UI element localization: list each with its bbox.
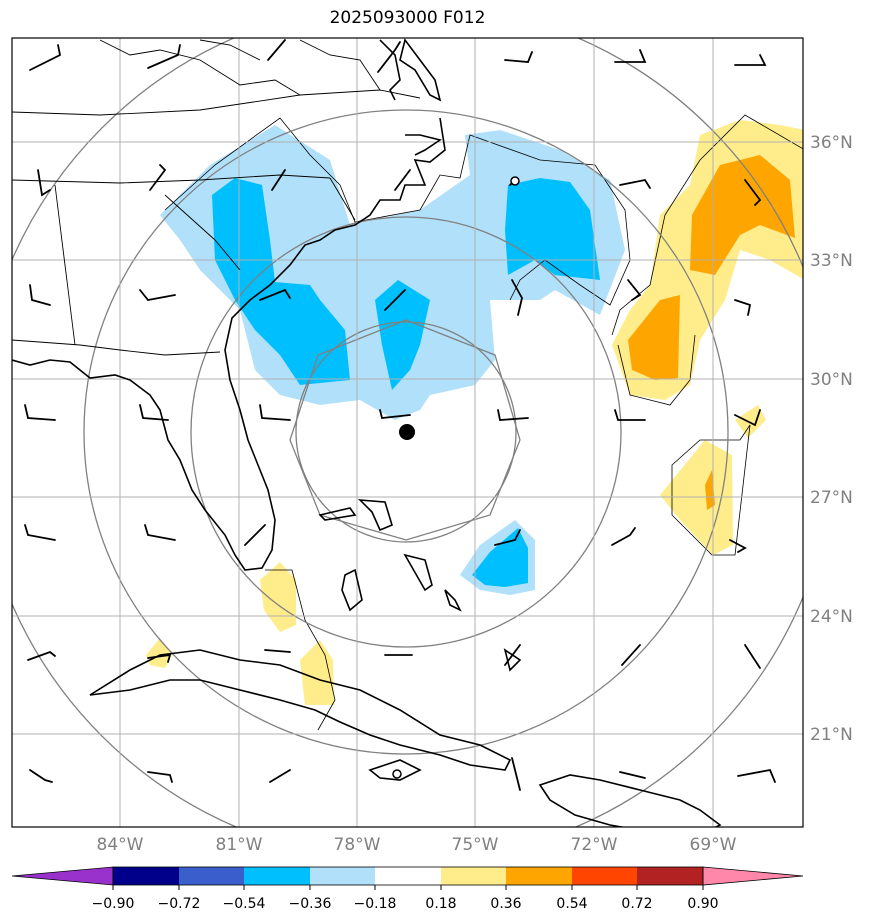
cuba — [89, 649, 512, 771]
pamlico — [405, 134, 442, 156]
map-title: 2025093000 F012 — [329, 8, 486, 28]
colorbar-extend-high — [702, 866, 804, 886]
colorbar-segment — [179, 867, 244, 885]
lat-label-36n: 36°N — [810, 133, 853, 153]
range-rings — [12, 38, 803, 827]
colorbar-tick-label: −0.18 — [354, 896, 397, 912]
lon-label-84w: 84°W — [97, 835, 144, 855]
lon-label-75w: 75°W — [452, 835, 499, 855]
lon-label-78w: 78°W — [334, 835, 381, 855]
mid-blue-region-west — [212, 178, 350, 385]
colorbar-segment — [441, 867, 506, 885]
latitude-labels: 36°N 33°N 30°N 27°N 24°N 21°N — [810, 133, 853, 745]
bahamas-grand — [318, 507, 357, 521]
station-marker — [510, 176, 520, 186]
coastlines — [12, 38, 722, 827]
plot-frame — [11, 37, 804, 828]
colorbar-tick-label: −0.72 — [158, 896, 201, 912]
colorbar-tick-label: 0.72 — [621, 896, 652, 912]
colorbar-segment — [637, 867, 703, 885]
jamaica — [368, 759, 422, 781]
colorbar: −0.90 −0.72 −0.54 −0.36 −0.18 0.18 0.36 … — [11, 866, 804, 912]
bahamas-eleuthera — [403, 553, 433, 592]
colorbar-segment — [506, 867, 572, 885]
lon-label-72w: 72°W — [571, 835, 618, 855]
lon-label-69w: 69°W — [690, 835, 737, 855]
range-ring-polygons — [289, 319, 521, 541]
bahamas-andros — [341, 568, 363, 612]
colorbar-tick-label: −0.54 — [223, 896, 266, 912]
station-marker — [392, 769, 402, 779]
colorbar-tick-label: 0.36 — [490, 896, 521, 912]
yellow-region-west-cuba — [146, 638, 172, 668]
colorbar-tick-label: −0.90 — [92, 896, 135, 912]
colorbar-ticks — [112, 885, 704, 890]
lat-label-24n: 24°N — [810, 607, 853, 627]
chesapeake — [399, 38, 442, 102]
colorbar-tick-label: −0.36 — [289, 896, 332, 912]
mid-blue-region-east — [505, 178, 600, 280]
shading-negative — [160, 125, 625, 595]
us-east-coast — [12, 117, 446, 571]
bahamas-exuma — [444, 589, 462, 612]
orange-region-north — [690, 155, 795, 275]
colorbar-tick-label: 0.90 — [687, 896, 718, 912]
hispaniola — [538, 774, 722, 827]
lat-label-30n: 30°N — [810, 370, 853, 390]
orange-region-south — [628, 295, 680, 380]
contour-lines — [164, 114, 803, 731]
colorbar-segment — [375, 867, 441, 885]
colorbar-frame — [112, 866, 704, 886]
bahamas-abaco — [357, 499, 393, 532]
state-borders — [12, 39, 421, 356]
graticule — [12, 38, 803, 827]
longitude-labels: 84°W 81°W 78°W 75°W 72°W 69°W — [97, 835, 737, 855]
colorbar-segment — [244, 867, 310, 885]
colorbar-segment — [113, 867, 179, 885]
lon-label-81w: 81°W — [216, 835, 263, 855]
lat-label-33n: 33°N — [810, 251, 853, 271]
storm-center-dot — [399, 424, 415, 440]
colorbar-segment — [572, 867, 637, 885]
colorbar-tick-label: 0.54 — [556, 896, 587, 912]
colorbar-tick-label: 0.18 — [425, 896, 456, 912]
yellow-region-ne-small — [735, 405, 766, 438]
yellow-region-florida-straits — [260, 562, 296, 632]
colorbar-segment — [310, 867, 375, 885]
lat-label-21n: 21°N — [810, 725, 853, 745]
mid-blue-region-bahamas — [472, 528, 528, 587]
wind-barbs — [24, 39, 776, 791]
lat-label-27n: 27°N — [810, 488, 853, 508]
delaware-bay — [379, 39, 401, 101]
colorbar-extend-low — [11, 866, 114, 886]
turks — [503, 648, 522, 672]
